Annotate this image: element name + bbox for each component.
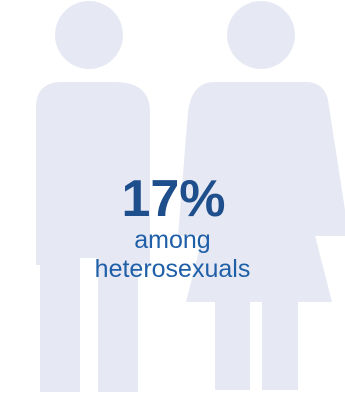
woman-figure-icon [178,1,345,390]
statistic-block: 17% among heterosexuals [0,172,345,284]
man-figure-icon [36,1,150,392]
percentage-value: 17% [121,170,226,228]
stat-label-line2: heterosexuals [94,255,251,283]
stat-label-line1: among [134,226,211,254]
